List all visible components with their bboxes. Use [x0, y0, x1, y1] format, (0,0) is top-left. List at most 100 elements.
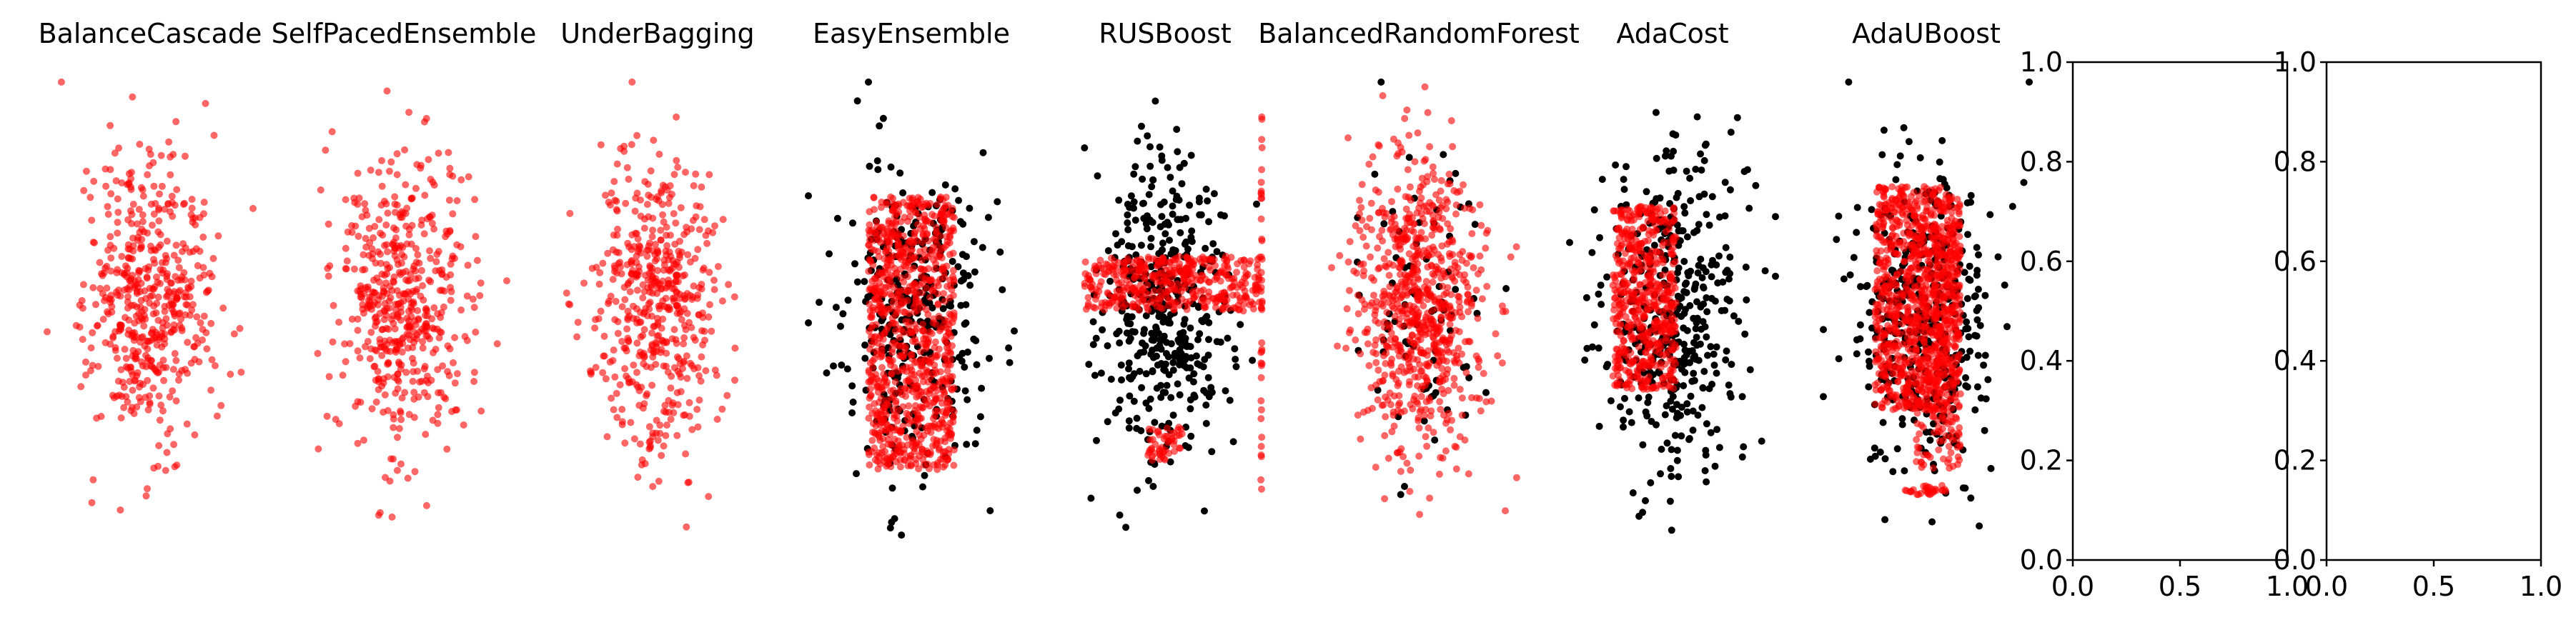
- scatter-point: [1711, 297, 1719, 305]
- scatter-point: [1149, 176, 1156, 184]
- scatter-point: [1182, 353, 1190, 361]
- scatter-point: [457, 243, 465, 251]
- scatter-point: [1383, 342, 1391, 350]
- scatter-point: [77, 383, 85, 391]
- scatter-point: [933, 247, 941, 255]
- scatter-point: [115, 391, 123, 399]
- scatter-point: [348, 222, 356, 229]
- scatter-point: [912, 338, 919, 346]
- scatter-point: [1690, 354, 1698, 361]
- scatter-point: [903, 296, 911, 304]
- scatter-point: [401, 389, 409, 396]
- scatter-point: [1116, 339, 1124, 347]
- scatter-point: [643, 201, 651, 209]
- scatter-point: [1224, 334, 1232, 342]
- scatter-point: [1635, 394, 1643, 402]
- scatter-point: [1422, 278, 1430, 285]
- scatter-point: [415, 393, 422, 401]
- scatter-point: [647, 346, 655, 354]
- scatter-point: [390, 273, 398, 281]
- scatter-point: [1388, 198, 1395, 206]
- scatter-point: [698, 183, 705, 191]
- scatter-point: [719, 216, 727, 224]
- scatter-point: [1680, 203, 1688, 211]
- scatter-point: [918, 289, 926, 296]
- scatter-point: [1357, 261, 1364, 269]
- scatter-point: [150, 335, 158, 342]
- scatter-point: [692, 170, 700, 178]
- scatter-point: [1683, 167, 1690, 175]
- scatter-point: [182, 289, 189, 296]
- scatter-point: [668, 372, 675, 380]
- scatter-point: [1738, 393, 1746, 401]
- scatter-point: [1723, 347, 1730, 355]
- scatter-point: [1740, 168, 1748, 176]
- scatter-point: [898, 326, 906, 334]
- scatter-point: [648, 329, 655, 337]
- scatter-point: [1097, 278, 1105, 286]
- scatter-point: [360, 436, 367, 444]
- scatter-point: [1482, 389, 1490, 396]
- scatter-point: [1205, 319, 1213, 326]
- scatter-point: [1081, 279, 1089, 287]
- scatter-point: [658, 451, 665, 459]
- scatter-point: [629, 302, 637, 310]
- scatter-point: [1699, 384, 1707, 392]
- scatter-point: [1358, 296, 1366, 304]
- scatter-point: [99, 290, 106, 297]
- scatter-point: [888, 484, 896, 492]
- scatter-point: [1432, 191, 1440, 199]
- scatter-point: [623, 347, 630, 355]
- scatter-point: [435, 404, 442, 411]
- scatter-point: [838, 361, 846, 369]
- scatter-point: [1435, 251, 1442, 259]
- scatter-point: [380, 375, 387, 383]
- scatter-point: [314, 349, 322, 357]
- scatter-point: [170, 251, 178, 259]
- scatter-point: [1233, 269, 1241, 276]
- scatter-point: [86, 194, 94, 201]
- scatter-point: [1154, 295, 1162, 303]
- scatter-point: [388, 513, 396, 521]
- scatter-point: [608, 394, 615, 402]
- scatter-point: [941, 389, 948, 396]
- scatter-point: [880, 311, 888, 319]
- scatter-point: [884, 436, 892, 444]
- scatter-point: [1690, 369, 1698, 377]
- scatter-point: [1202, 389, 1210, 397]
- scatter-point: [403, 204, 411, 212]
- scatter-point: [911, 321, 919, 329]
- scatter-point: [878, 199, 886, 206]
- scatter-point: [640, 224, 648, 232]
- scatter-point: [133, 303, 141, 311]
- scatter-point: [885, 256, 893, 264]
- scatter-point: [1492, 330, 1500, 338]
- scatter-point: [923, 284, 931, 292]
- scatter-point: [1725, 381, 1733, 389]
- scatter-point: [932, 369, 940, 376]
- scatter-point: [1142, 370, 1150, 378]
- scatter-point: [1445, 386, 1452, 394]
- scatter-point: [649, 226, 657, 234]
- scatter-point: [1384, 249, 1392, 256]
- scatter-point: [1360, 267, 1368, 275]
- scatter-point: [1681, 346, 1689, 354]
- scatter-point: [1430, 271, 1438, 279]
- scatter-point: [932, 224, 940, 231]
- scatter-point: [384, 209, 392, 217]
- scatter-point: [1124, 219, 1131, 226]
- scatter-point: [94, 363, 102, 370]
- scatter-point: [655, 477, 663, 485]
- scatter-point: [898, 531, 906, 539]
- scatter-point: [401, 146, 409, 154]
- scatter-point: [420, 327, 428, 335]
- scatter-point: [1673, 456, 1681, 464]
- scatter-point: [146, 162, 153, 170]
- scatter-point: [1445, 171, 1453, 178]
- scatter-point: [1703, 308, 1711, 316]
- scatter-point: [129, 93, 137, 101]
- scatter-point: [1416, 511, 1424, 519]
- scatter-point: [869, 261, 877, 269]
- scatter-point: [930, 461, 938, 469]
- scatter-point: [1450, 381, 1458, 389]
